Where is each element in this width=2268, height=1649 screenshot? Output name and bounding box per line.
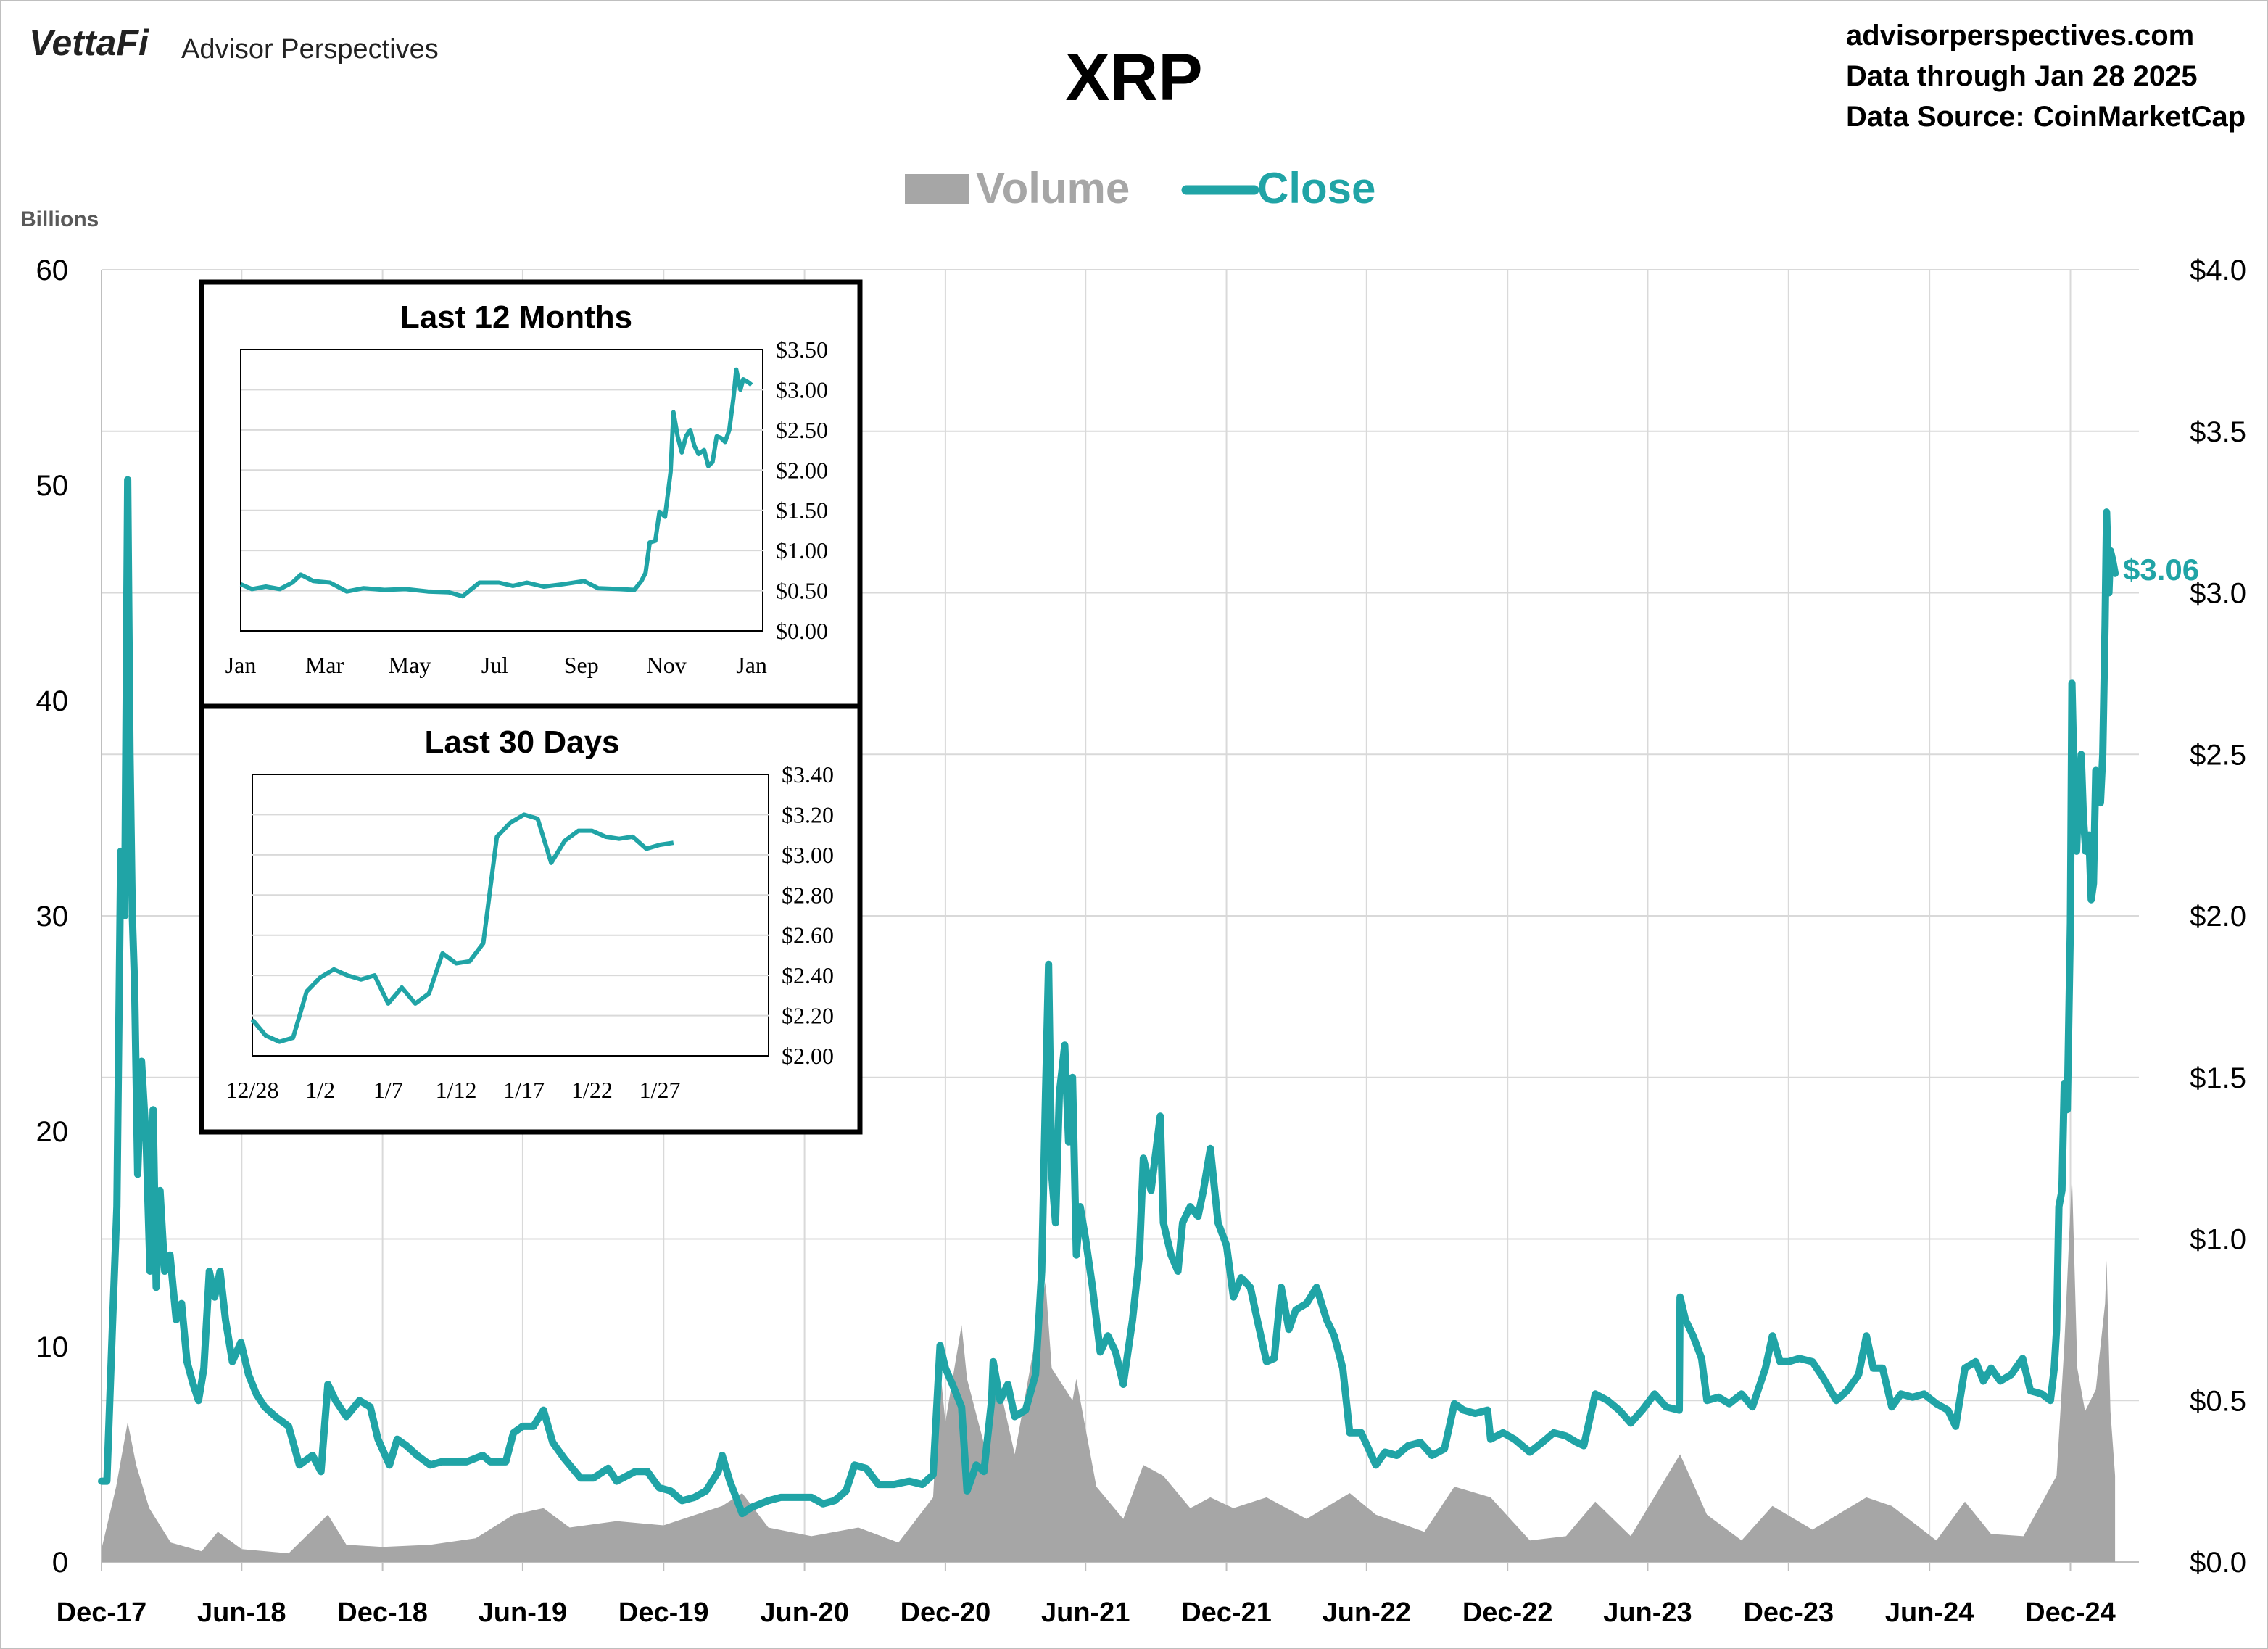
volume-area-layer bbox=[102, 1174, 2116, 1562]
left-tick-label: 60 bbox=[36, 255, 69, 286]
x-tick-label: Dec-19 bbox=[618, 1598, 709, 1628]
right-tick-label: $1.5 bbox=[2190, 1062, 2246, 1094]
close-line bbox=[98, 476, 2119, 1518]
inset-30-days-y-tick-label: $3.20 bbox=[782, 801, 834, 827]
inset-12-months-y-tick-label: $1.50 bbox=[776, 497, 828, 524]
source-line-3: Data Source: CoinMarketCap bbox=[1846, 101, 2246, 133]
x-tick-label: Dec-22 bbox=[1462, 1598, 1553, 1628]
legend-close-label: Close bbox=[1257, 164, 1375, 212]
inset-12-months-x-tick-label: Mar bbox=[305, 652, 344, 678]
inset-30-days-y-tick-label: $2.60 bbox=[782, 922, 834, 949]
inset-12-months-y-tick-label: $0.00 bbox=[776, 618, 828, 644]
source-line-2: Data through Jan 28 2025 bbox=[1846, 60, 2198, 92]
inset-12-months-x-tick-label: Nov bbox=[647, 652, 687, 678]
inset-30-days-y-tick-label: $2.80 bbox=[782, 882, 834, 908]
right-tick-label: $3.0 bbox=[2190, 578, 2246, 610]
inset-30-days-y-tick-label: $2.40 bbox=[782, 962, 834, 988]
main-axis-labels: $0.0 $0.5 $1.0 $1.5 $2.0 $2.5 $3.0 $3.5 $4.0 Dec-… bbox=[36, 255, 2247, 1628]
left-tick-label: 30 bbox=[36, 901, 69, 933]
inset-30-days-x-tick-label: 1/12 bbox=[436, 1077, 477, 1103]
x-tick-label: Dec-24 bbox=[2025, 1598, 2116, 1628]
inset-30-days-title: Last 30 Days bbox=[424, 724, 619, 760]
inset-12-months-y-tick-label: $1.00 bbox=[776, 537, 828, 563]
last-value-label: $3.06 bbox=[2123, 553, 2199, 587]
x-tick-label: Dec-21 bbox=[1181, 1598, 1272, 1628]
left-tick-label: 10 bbox=[36, 1331, 69, 1363]
inset-30-days-x-tick-label: 1/2 bbox=[305, 1077, 335, 1103]
inset-12-months-y-tick-label: $3.50 bbox=[776, 336, 828, 363]
brand-logo: VettaFi bbox=[29, 22, 149, 63]
inset-30-days-y-tick-label: $2.00 bbox=[782, 1043, 834, 1069]
legend-volume-label: Volume bbox=[976, 164, 1130, 212]
inset-30-days-plot: $2.00 $2.20 $2.40 $2.60 $2.80 $3.00 $3.20 $3.40… bbox=[226, 761, 834, 1103]
inset-12-months-x-tick-label: Sep bbox=[564, 652, 599, 678]
inset-12-months-y-tick-label: $3.00 bbox=[776, 376, 828, 402]
inset-12-months-title: Last 12 Months bbox=[400, 299, 632, 335]
brand-name: Advisor Perspectives bbox=[181, 34, 439, 65]
inset-30-days-close-line bbox=[250, 812, 674, 1044]
inset-30-days-y-tick-label: $3.40 bbox=[782, 761, 834, 788]
right-tick-label: $0.0 bbox=[2190, 1547, 2246, 1579]
inset-12-months-x-tick-label: May bbox=[389, 652, 431, 678]
inset-12-months-x-tick-label: Jul bbox=[481, 652, 508, 678]
x-tick-label: Jun-21 bbox=[1041, 1598, 1130, 1628]
chart-title: XRP bbox=[1065, 41, 1202, 115]
inset-30-days-x-tick-label: 1/17 bbox=[503, 1077, 545, 1103]
left-tick-label: 20 bbox=[36, 1116, 69, 1148]
right-tick-label: $3.5 bbox=[2190, 416, 2246, 448]
close-line-layer bbox=[98, 476, 2119, 1518]
x-tick-label: Jun-22 bbox=[1323, 1598, 1411, 1628]
inset-30-days-x-tick-label: 1/22 bbox=[571, 1077, 613, 1103]
x-tick-label: Jun-24 bbox=[1885, 1598, 1974, 1628]
right-tick-label: $2.5 bbox=[2190, 739, 2246, 771]
volume-area bbox=[102, 1174, 2116, 1562]
legend-volume-swatch bbox=[905, 174, 969, 204]
inset-12-months-x-tick-label: Jan bbox=[225, 652, 257, 678]
x-tick-label: Jun-19 bbox=[479, 1598, 567, 1628]
inset-12-months-y-tick-label: $0.50 bbox=[776, 578, 828, 604]
x-tick-label: Dec-18 bbox=[337, 1598, 428, 1628]
inset-12-months-x-tick-label: Jan bbox=[736, 652, 767, 678]
left-axis-unit: Billions bbox=[20, 207, 99, 231]
source-line-1: advisorperspectives.com bbox=[1846, 20, 2194, 51]
right-tick-label: $2.0 bbox=[2190, 901, 2246, 933]
inset-12-months-y-tick-label: $2.00 bbox=[776, 457, 828, 483]
x-tick-label: Dec-23 bbox=[1743, 1598, 1834, 1628]
x-tick-label: Jun-23 bbox=[1603, 1598, 1692, 1628]
x-tick-label: Dec-17 bbox=[57, 1598, 147, 1628]
inset-30-days-y-tick-label: $3.00 bbox=[782, 842, 834, 868]
inset-12-months-plot-area bbox=[240, 349, 763, 632]
right-tick-label: $4.0 bbox=[2190, 255, 2246, 286]
inset-30-days-x-tick-label: 1/27 bbox=[640, 1077, 681, 1103]
inset-30-days-y-tick-label: $2.20 bbox=[782, 1003, 834, 1029]
inset-30-days-x-tick-label: 1/7 bbox=[373, 1077, 403, 1103]
right-tick-label: $1.0 bbox=[2190, 1224, 2246, 1256]
x-tick-label: Jun-20 bbox=[760, 1598, 848, 1628]
left-tick-label: 40 bbox=[36, 685, 69, 717]
legend: Volume Close bbox=[905, 164, 1375, 212]
inset-30-days-plot-area bbox=[252, 774, 769, 1057]
left-tick-label: 0 bbox=[52, 1547, 68, 1579]
inset-12-months-y-tick-label: $2.50 bbox=[776, 417, 828, 443]
x-tick-label: Jun-18 bbox=[197, 1598, 286, 1628]
x-tick-label: Dec-20 bbox=[901, 1598, 991, 1628]
inset-30-days-x-tick-label: 12/28 bbox=[226, 1077, 279, 1103]
inset-12-months-close-line bbox=[239, 367, 753, 599]
left-tick-label: 50 bbox=[36, 470, 69, 502]
right-tick-label: $0.5 bbox=[2190, 1385, 2246, 1417]
inset-12-months-plot: $0.00 $0.50 $1.00 $1.50 $2.00 $2.50 $3.00 $3.50… bbox=[225, 336, 828, 678]
